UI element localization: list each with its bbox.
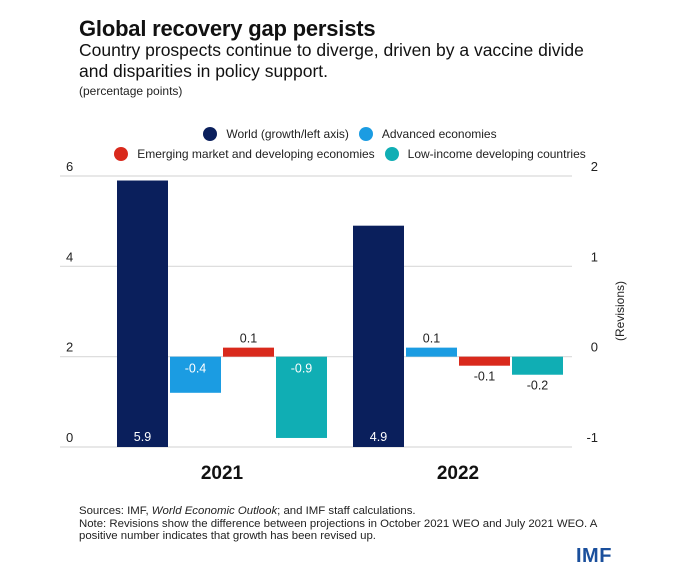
category-label: 2021	[201, 463, 244, 484]
bar-label: -0.2	[527, 379, 549, 393]
legend-item-advanced: Advanced economies	[358, 127, 497, 141]
left-axis-tick-label: 0	[66, 430, 73, 445]
legend-swatch-lidc	[384, 147, 399, 161]
left-axis-tick-label: 4	[66, 249, 73, 264]
bar-label: 5.9	[134, 430, 151, 444]
bar-advanced-2022	[406, 347, 457, 357]
bar-emde-2022	[459, 356, 510, 366]
right-axis-ticks: -1 0 1 2	[586, 159, 598, 445]
legend-item-world: World (growth/left axis)	[203, 127, 349, 141]
bar-lidc-2022	[512, 356, 563, 375]
sources-publication: World Economic Outlook	[151, 505, 278, 517]
imf-logo: IMF	[576, 545, 612, 567]
bar-emde-2021	[223, 347, 274, 357]
bar-world-2022	[353, 225, 404, 447]
legend-swatch-advanced	[358, 127, 373, 141]
right-axis-title: (Revisions)	[613, 281, 627, 341]
bar-label: 0.1	[423, 332, 440, 346]
left-axis-tick-label: 6	[66, 159, 73, 174]
left-axis-ticks: 0 2 4 6	[66, 159, 73, 445]
footer-notes: Sources: IMF, World Economic Outlook; an…	[79, 505, 599, 543]
legend-swatch-emde	[114, 147, 129, 161]
category-label: 2022	[437, 463, 479, 484]
bar-label: 4.9	[370, 430, 387, 444]
right-axis-tick-label: 2	[591, 159, 598, 174]
legend-row-1: World (growth/left axis) Advanced econom…	[80, 124, 620, 144]
legend-label-advanced: Advanced economies	[381, 127, 497, 141]
bar-labels: 5.9 -0.4 0.1 -0.9 4.9 0.1 -0.1 -0.2	[134, 332, 549, 444]
legend-label-world: World (growth/left axis)	[226, 127, 349, 141]
right-axis-tick-label: 1	[591, 249, 598, 264]
sources-line: Sources: IMF, World Economic Outlook; an…	[79, 505, 416, 517]
bar-label: -0.9	[291, 362, 313, 376]
category-labels: 2021 2022	[201, 463, 479, 484]
legend-swatch-world	[203, 127, 218, 141]
legend-row-2: Emerging market and developing economies…	[80, 144, 620, 164]
right-axis-tick-label: -1	[586, 430, 598, 445]
bar-lidc-2021	[276, 356, 327, 438]
bar-advanced-2021	[170, 356, 221, 393]
right-axis-tick-label: 0	[591, 340, 598, 355]
legend-label-emde: Emerging market and developing economies	[137, 147, 375, 161]
note-line: Note: Revisions show the difference betw…	[79, 517, 597, 543]
bar-label: -0.4	[185, 362, 207, 376]
bar-label: -0.1	[474, 370, 496, 384]
units-label: (percentage points)	[79, 84, 183, 98]
legend-item-emde: Emerging market and developing economies	[114, 147, 375, 161]
legend-label-lidc: Low-income developing countries	[407, 147, 586, 161]
bar-world-2021	[117, 180, 168, 447]
left-axis-tick-label: 2	[66, 340, 73, 355]
bars	[117, 180, 563, 447]
chart-title: Global recovery gap persists	[79, 16, 376, 41]
chart-subtitle: Country prospects continue to diverge, d…	[79, 40, 584, 81]
bar-label: 0.1	[240, 332, 257, 346]
legend: World (growth/left axis) Advanced econom…	[80, 124, 620, 164]
legend-item-lidc: Low-income developing countries	[384, 147, 586, 161]
